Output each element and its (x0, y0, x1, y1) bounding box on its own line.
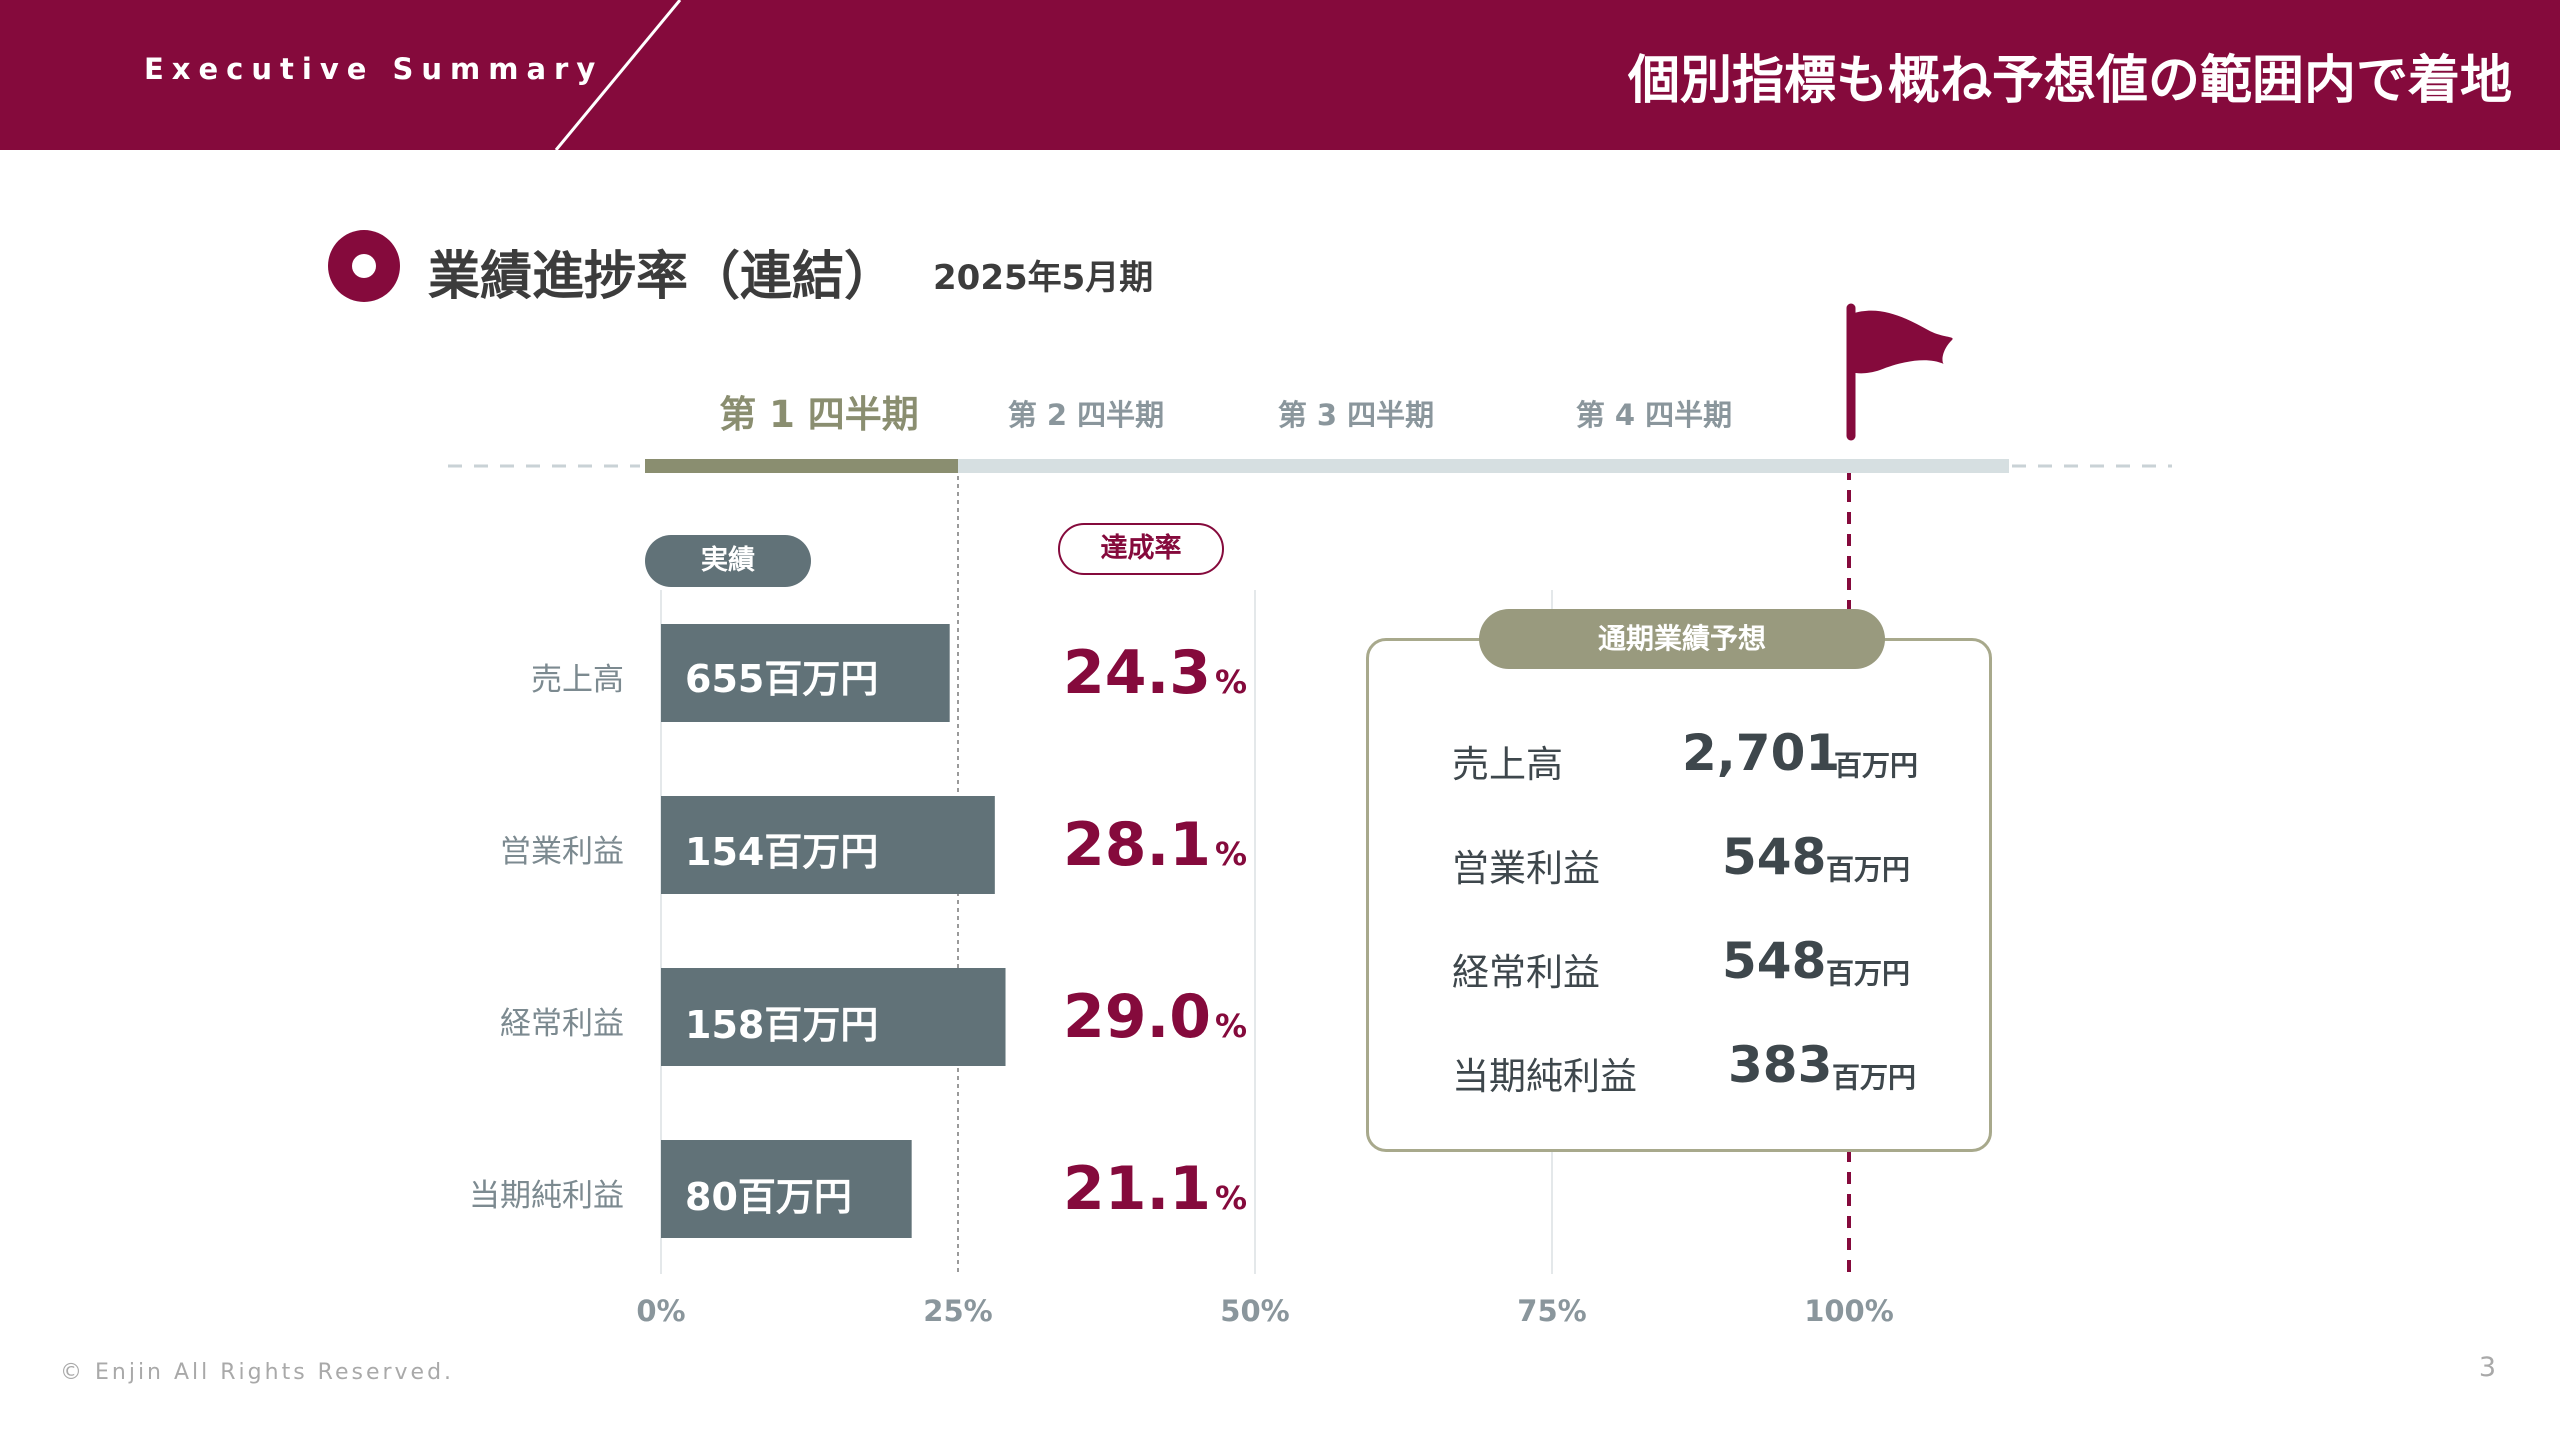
quarter-label-3: 第 3 四半期 (1277, 398, 1435, 432)
bar-1 (661, 796, 995, 894)
bar-label-sales: 655百万円 (685, 657, 879, 701)
rate-number: 28.1 (1063, 810, 1212, 880)
rate-value-net-profit: 21.1% (1063, 1154, 1247, 1224)
flag-icon (1851, 310, 1953, 374)
timeline-progress (645, 459, 958, 473)
x-tick-75: 75% (1517, 1294, 1587, 1328)
timeline-track (645, 459, 2009, 473)
rate-pill: 達成率 (1058, 523, 1224, 575)
forecast-value-ordinary-profit: 548 (1722, 932, 1827, 990)
x-tick-100: 100% (1804, 1294, 1894, 1328)
rate-number: 29.0 (1063, 982, 1212, 1052)
forecast-box (1366, 638, 1992, 1152)
bullet-icon (328, 230, 400, 302)
forecast-label-operating-profit: 営業利益 (1452, 847, 1600, 890)
forecast-unit-ordinary-profit: 百万円 (1826, 957, 1911, 990)
fiscal-period: 2025年5月期 (933, 258, 1154, 298)
bar-3 (661, 1140, 912, 1238)
header-slash-decoration (554, 0, 682, 150)
row-label-ordinary-profit: 経常利益 (500, 1006, 624, 1042)
copyright: © Enjin All Rights Reserved. (60, 1360, 455, 1385)
forecast-value-sales: 2,701 (1682, 724, 1841, 782)
row-label-operating-profit: 営業利益 (500, 834, 624, 870)
forecast-unit-net-profit: 百万円 (1832, 1061, 1917, 1094)
forecast-label-ordinary-profit: 経常利益 (1452, 951, 1600, 994)
actual-pill: 実績 (645, 535, 811, 587)
row-label-sales: 売上高 (531, 662, 624, 698)
header-bar: Executive Summary 個別指標も概ね予想値の範囲内で着地 (0, 0, 2560, 150)
forecast-value-operating-profit: 548 (1722, 828, 1827, 886)
bar-0 (661, 624, 950, 722)
section-title: 業績進捗率（連結） (428, 247, 897, 307)
forecast-label-net-profit: 当期純利益 (1452, 1055, 1637, 1098)
quarter-label-4: 第 4 四半期 (1575, 398, 1733, 432)
rate-number: 21.1 (1063, 1154, 1212, 1224)
quarter-label-1: 第 1 四半期 (719, 393, 919, 436)
forecast-value-net-profit: 383 (1728, 1036, 1833, 1094)
x-tick-0: 0% (636, 1294, 686, 1328)
headline: 個別指標も概ね予想値の範囲内で着地 (1627, 51, 2512, 111)
quarter-label-2: 第 2 四半期 (1007, 398, 1165, 432)
x-tick-50: 50% (1220, 1294, 1290, 1328)
rate-unit: % (1215, 1179, 1248, 1217)
rate-number: 24.3 (1063, 638, 1212, 708)
rate-value-operating-profit: 28.1% (1063, 810, 1247, 880)
bar-label-net-profit: 80百万円 (685, 1175, 852, 1219)
rate-unit: % (1215, 835, 1248, 873)
forecast-unit-operating-profit: 百万円 (1826, 853, 1911, 886)
bar-label-operating-profit: 154百万円 (685, 830, 879, 874)
forecast-label-sales: 売上高 (1452, 743, 1563, 786)
bar-2 (661, 968, 1006, 1066)
x-tick-25: 25% (923, 1294, 993, 1328)
forecast-unit-sales: 百万円 (1834, 749, 1919, 782)
page-number: 3 (2478, 1352, 2496, 1383)
rate-unit: % (1215, 1007, 1248, 1045)
section-label: Executive Summary (144, 52, 604, 86)
row-label-net-profit: 当期純利益 (469, 1178, 624, 1214)
bar-label-ordinary-profit: 158百万円 (685, 1003, 879, 1047)
rate-unit: % (1215, 663, 1248, 701)
forecast-title: 通期業績予想 (1479, 609, 1885, 669)
rate-value-sales: 24.3% (1063, 638, 1247, 708)
rate-value-ordinary-profit: 29.0% (1063, 982, 1247, 1052)
